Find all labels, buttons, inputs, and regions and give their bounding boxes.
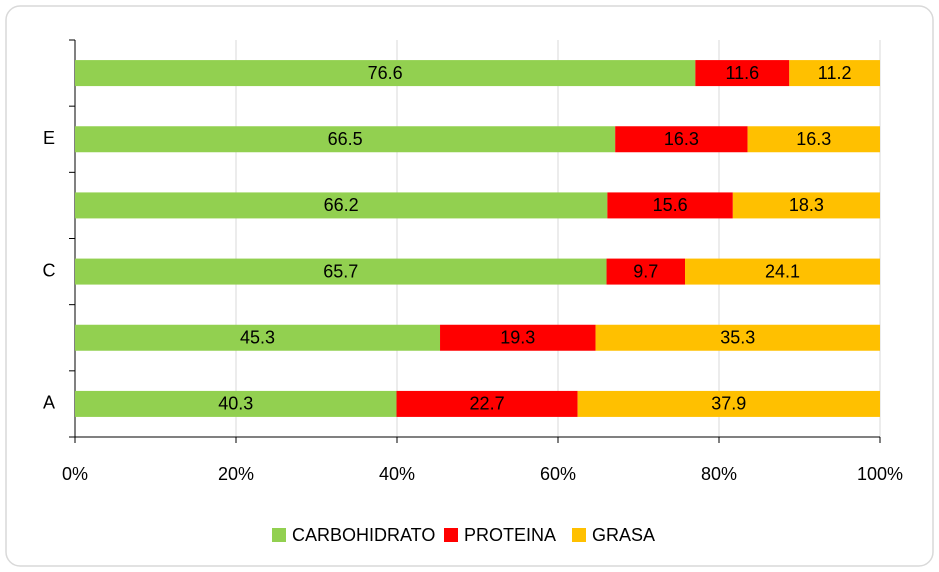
x-tick-label: 20% [218,464,254,484]
data-label: 16.3 [664,129,699,149]
data-label: 76.6 [368,63,403,83]
data-label: 11.6 [725,63,759,83]
bar-segment [747,126,880,153]
y-tick-label: C [43,260,56,280]
data-label: 16.3 [796,129,831,149]
bar-segment [396,390,578,417]
bar-segment [75,60,696,87]
data-label: 45.3 [240,328,275,348]
y-tick-label: A [43,393,55,413]
x-tick-label: 60% [540,464,576,484]
bar-segment [695,60,790,87]
bar-segment [75,258,607,285]
data-label: 66.2 [324,195,359,215]
data-label: 15.6 [653,195,688,215]
bar-segment [606,258,686,285]
bar-segment [75,390,397,417]
data-label: 35.3 [720,328,755,348]
bar-segment [615,126,748,153]
data-label: 18.3 [789,195,824,215]
data-label: 40.3 [218,394,253,414]
bar-segment [685,258,880,285]
data-label: 65.7 [323,261,358,281]
bar-segment [440,324,596,351]
x-tick-label: 80% [701,464,737,484]
chart-frame [5,5,934,567]
bar-segment [595,324,880,351]
y-tick-label: E [43,128,55,148]
data-label: 37.9 [711,394,746,414]
bar-segment [577,390,880,417]
legend-swatch [272,528,286,542]
legend-label: CARBOHIDRATO [292,525,435,545]
bar-segment [75,192,608,219]
data-label: 24.1 [765,261,800,281]
bar-segment [732,192,880,219]
bar-segment [75,126,616,153]
data-label: 11.2 [818,63,852,83]
data-label: 9.7 [633,261,658,281]
x-tick-label: 40% [379,464,415,484]
legend-swatch [444,528,458,542]
data-label: 22.7 [470,394,505,414]
legend-swatch [572,528,586,542]
bar-segment [607,192,733,219]
bar-segment [75,324,441,351]
data-label: 66.5 [328,129,363,149]
legend-label: GRASA [592,525,655,545]
bar-segment [789,60,880,87]
data-label: 19.3 [500,328,535,348]
legend-label: PROTEINA [464,525,556,545]
x-tick-label: 100% [857,464,903,484]
x-tick-label: 0% [62,464,88,484]
